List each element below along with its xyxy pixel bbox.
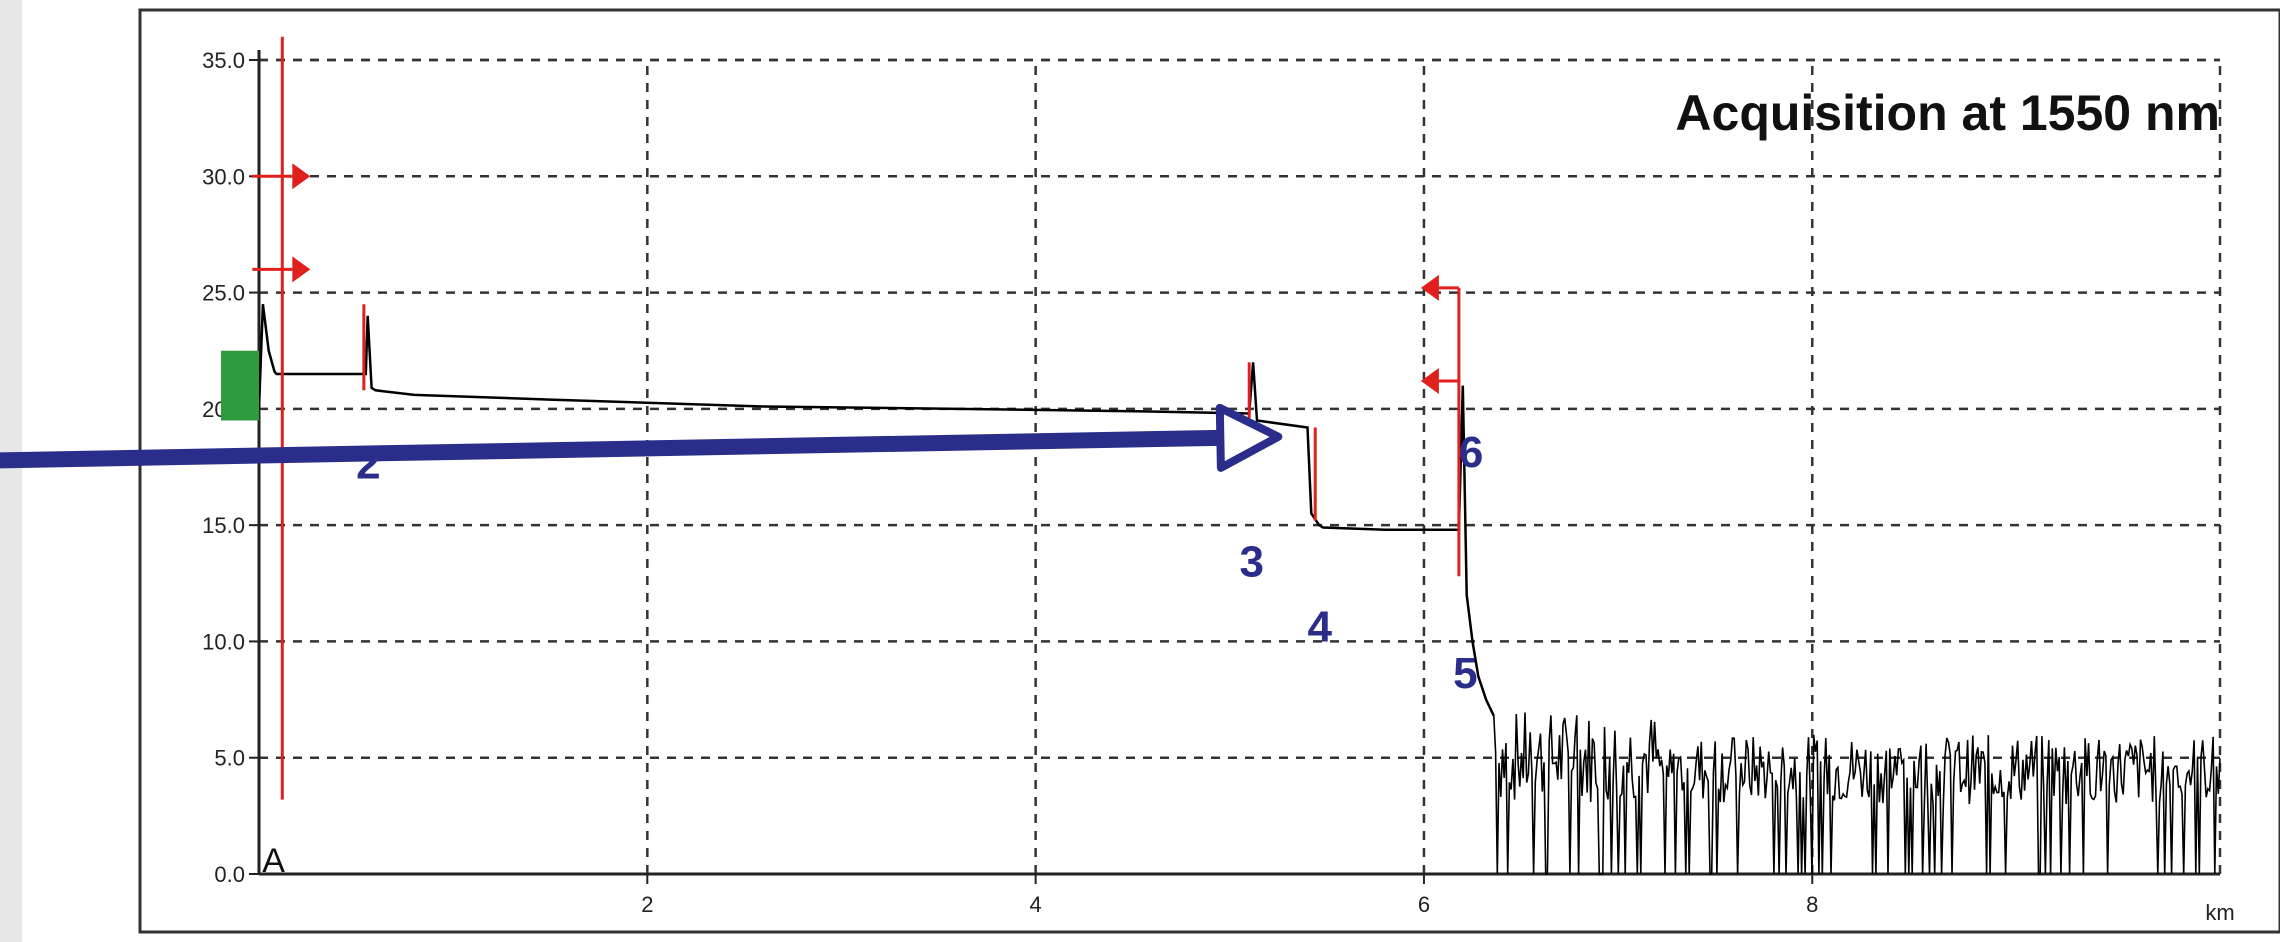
- event-number-label: 3: [1240, 537, 1264, 586]
- event-number-label: 2: [356, 440, 380, 489]
- event-number-label: 5: [1453, 649, 1477, 698]
- y-tick-label: 15.0: [202, 513, 245, 538]
- overlay-arrow-shaft: [0, 429, 1221, 469]
- x-tick-label: 4: [1030, 892, 1042, 917]
- marker-arrow-right: [292, 256, 311, 283]
- grid-lines: [259, 58, 2222, 874]
- plot-frame: [138, 8, 2280, 934]
- x-tick-label: 2: [641, 892, 653, 917]
- y-tick-label: 10.0: [202, 629, 245, 654]
- x-unit-label: km: [2205, 900, 2234, 925]
- event-number-label: 6: [1459, 428, 1483, 477]
- marker-arrow-left: [1420, 274, 1439, 301]
- left-strip: [0, 0, 22, 942]
- trace-layer: [257, 304, 2221, 875]
- noise-floor: [1493, 712, 2221, 875]
- launch-marker: [221, 350, 259, 421]
- overlay-arrow-head: [1215, 403, 1283, 472]
- cursor-a-label: A: [262, 842, 285, 880]
- chart-title: Acquisition at 1550 nm: [1675, 85, 2220, 141]
- x-tick-label: 8: [1806, 892, 1818, 917]
- y-tick-label: 0.0: [214, 862, 245, 887]
- trace-line: [257, 304, 1495, 717]
- y-tick-label: 25.0: [202, 281, 245, 306]
- y-tick-label: 35.0: [202, 48, 245, 73]
- marker-arrow-left: [1420, 367, 1439, 394]
- label-layer: A 2 34 5 6: [262, 428, 1483, 880]
- marker-arrow-right: [292, 163, 311, 190]
- event-markers: [221, 36, 1461, 800]
- y-tick-label: 5.0: [214, 746, 245, 771]
- overlay-layer: [0, 403, 1283, 472]
- x-tick-label: 6: [1418, 892, 1430, 917]
- event-number-label: 4: [1307, 602, 1332, 651]
- y-tick-label: 30.0: [202, 164, 245, 189]
